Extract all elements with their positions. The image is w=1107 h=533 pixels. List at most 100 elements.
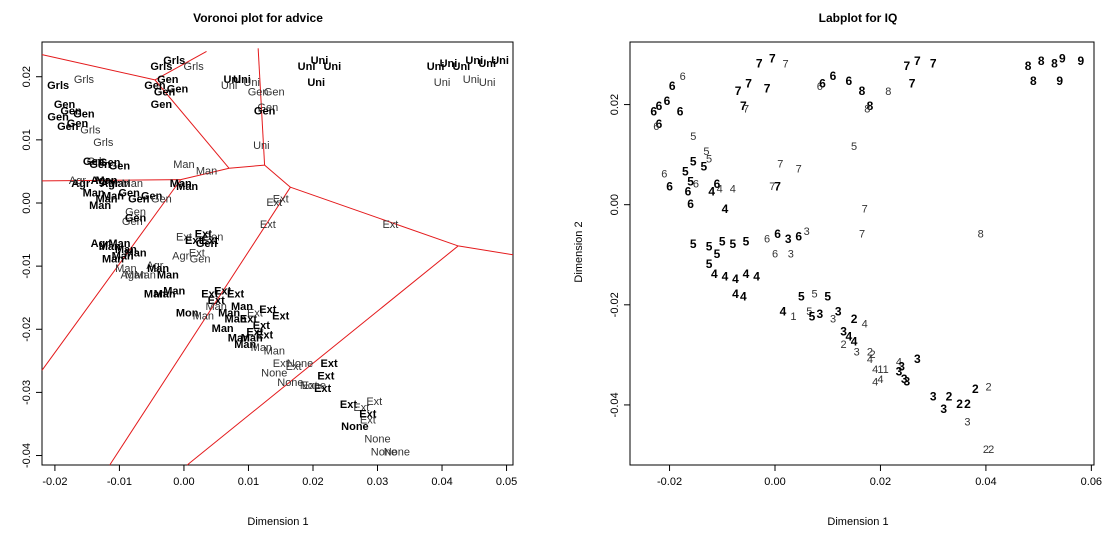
labplot-point-label: 9 [1077,54,1084,68]
voronoi-point-label: Ext [286,361,302,373]
voronoi-y-tick-label: 0.01 [21,129,33,150]
labplot-point-label: 1 [790,311,796,323]
labplot-point-label: 2 [985,381,991,393]
voronoi-point-label: Ext [382,219,398,231]
labplot-point-label: 8 [978,229,984,241]
labplot-point-label: 2 [983,444,989,456]
voronoi-point-label: Agr [146,260,163,272]
labplot-point-label: 3 [835,304,842,318]
voronoi-point-label: Uni [307,77,325,89]
voronoi-point-label: Ext [246,326,263,338]
voronoi-point-label: Gen [83,156,105,168]
voronoi-point-label: Man [264,345,285,357]
labplot-point-label: 5 [743,234,750,248]
voronoi-point-label: Gen [151,194,172,206]
voronoi-point-label: Uni [323,61,341,73]
voronoi-point-label: Man [212,323,234,335]
labplot-point-label: 5 [719,234,726,248]
labplot-point-label: 5 [809,309,816,323]
labplot-point-label: 4 [717,184,723,196]
labplot-point-label: 5 [729,237,736,251]
voronoi-x-tick-label: 0.03 [367,476,388,488]
labplot-point-label: 7 [769,52,776,66]
voronoi-point-label: Grls [74,74,95,86]
voronoi-point-label: Gen [99,157,121,169]
voronoi-point-label: Ext [201,235,218,247]
labplot-point-label: 6 [714,177,721,191]
voronoi-y-tick-label: -0.03 [21,380,33,405]
voronoi-point-label: Ext [273,194,289,206]
voronoi-point-label: Gen [144,80,166,92]
labplot-point-label: 3 [898,360,905,374]
voronoi-point-label: Gen [125,213,147,225]
labplot-point-label: 5 [714,247,721,261]
voronoi-point-label: Man [231,301,253,313]
voronoi-point-label: Man [115,244,137,256]
voronoi-point-label: Uni [223,74,241,86]
labplot-point-label: 4 [753,269,760,283]
voronoi-point-label: Man [251,342,272,354]
labplot-point-label: 7 [903,59,910,73]
voronoi-point-label: Ext [256,329,273,341]
labplot-point-label: 5 [851,141,857,153]
voronoi-point-label: Man [135,270,156,282]
labplot-point-label: 7 [735,84,742,98]
labplot-point-label: 4 [877,374,883,386]
voronoi-point-label: Ext [314,383,331,395]
labplot-point-label: 8 [1025,59,1032,73]
voronoi-point-label: Uni [453,61,471,73]
voronoi-point-label: Ext [366,396,382,408]
voronoi-edge [264,164,291,188]
labplot-point-label: 4 [872,376,878,388]
labplot-point-label: 9 [1059,52,1066,66]
voronoi-point-label: Ext [360,415,376,427]
voronoi-point-label: Man [206,301,227,313]
labplot-point-label: 6 [693,179,699,191]
voronoi-point-label: Ext [253,320,270,332]
voronoi-point-label: Gen [254,105,276,117]
labplot-x-tick-label: 0.02 [870,476,891,488]
voronoi-edge [41,179,182,371]
labplot-point-label: 9 [1056,74,1063,88]
voronoi-point-label: Ext [340,399,357,411]
voronoi-x-tick-label: 0.00 [173,476,194,488]
voronoi-title: Voronoi plot for advice [193,11,323,25]
labplot-point-label: 7 [774,179,781,193]
voronoi-point-label: Gen [109,160,131,172]
voronoi-points: GrlsGrlsGrlsGrlsGrlsGrlsGrlsGrlsGenGenGe… [47,55,509,458]
voronoi-point-label: Ext [260,219,276,231]
labplot-point-label: 2 [972,382,979,396]
labplot-point-label: 4 [867,354,873,366]
voronoi-point-label: Gen [60,105,82,117]
labplot-point-label: 7 [743,103,749,115]
voronoi-point-label: None [384,446,410,458]
voronoi-plot-frame [41,41,514,466]
labplot-point-label: 7 [782,58,788,70]
voronoi-y-tick-label: -0.01 [21,254,33,279]
voronoi-point-label: Gen [196,238,218,250]
voronoi-edge [458,245,514,256]
labplot-point-label: 3 [903,375,910,389]
voronoi-point-label: Man [115,263,136,275]
labplot-point-label: 6 [795,229,802,243]
voronoi-point-label: Grls [93,137,114,149]
labplot-point-label: 8 [885,86,891,98]
voronoi-point-label: Ext [201,288,218,300]
voronoi-edge [290,186,459,247]
labplot-point-label: 6 [650,104,657,118]
labplot-x-tick-label: -0.02 [657,476,682,488]
labplot-point-label: 5 [706,239,713,253]
labplot-point-label: 4 [722,202,729,216]
labplot-y-tick-label: -0.04 [609,392,621,417]
labplot-point-label: 5 [811,289,817,301]
labplot-panel: Labplot for IQ -0.02 0.00 0.02 0.04 0.06 -0.… [573,11,1102,528]
voronoi-point-label: Gen [248,86,269,98]
labplot-point-label: 2 [840,339,846,351]
voronoi-point-label: Gen [154,86,176,98]
labplot-point-label: 6 [677,104,684,118]
voronoi-point-label: Grls [80,124,101,136]
voronoi-point-label: Man [173,159,194,171]
voronoi-point-label: None [371,446,397,458]
voronoi-point-label: Ext [240,314,257,326]
